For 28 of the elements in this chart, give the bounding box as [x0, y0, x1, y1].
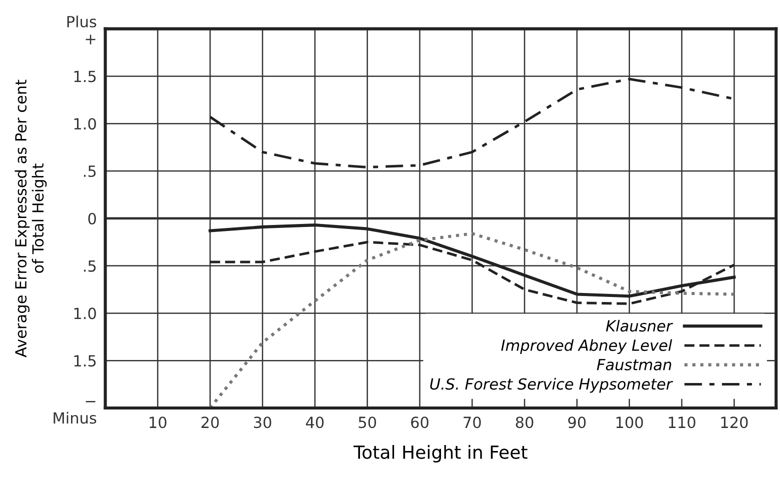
y-tick-label: 0 [88, 212, 96, 224]
x-tick-label: 80 [516, 416, 534, 428]
line-series [208, 232, 736, 408]
x-tick-label: 90 [568, 416, 586, 428]
legend-label: U.S. Forest Service Hypsometer [430, 378, 673, 393]
x-tick-label: 100 [616, 416, 643, 428]
x-axis-title: Total Height in Feet [354, 445, 528, 462]
y-tick-label: .5 [84, 166, 96, 178]
x-tick-label: 50 [358, 416, 376, 428]
y-tick-label: Plus + [67, 16, 96, 44]
legend-label: Faustman [596, 359, 672, 370]
y-axis-title: Average Error Expressed as Per cent of Total Height [14, 80, 47, 358]
y-tick-label: 1.5 [74, 70, 96, 82]
x-tick-label: 20 [202, 416, 219, 428]
y-tick-label: .5 [84, 260, 96, 272]
y-tick-label: 1.0 [74, 308, 96, 320]
x-tick-label: 120 [721, 416, 748, 428]
x-tick-label: 30 [254, 416, 272, 428]
legend-label: Improved Abney Level [501, 339, 672, 354]
x-tick-label: 40 [306, 416, 324, 428]
y-tick-label: 1.0 [74, 118, 96, 130]
legend-label: Klausner [606, 320, 674, 332]
x-tick-label: 110 [668, 416, 696, 428]
x-tick-label: 10 [150, 416, 166, 428]
x-tick-label: 60 [411, 416, 428, 428]
x-tick-label: 70 [464, 416, 481, 428]
y-tick-label: − Minus [54, 400, 96, 424]
y-tick-label: 1.5 [74, 355, 96, 367]
